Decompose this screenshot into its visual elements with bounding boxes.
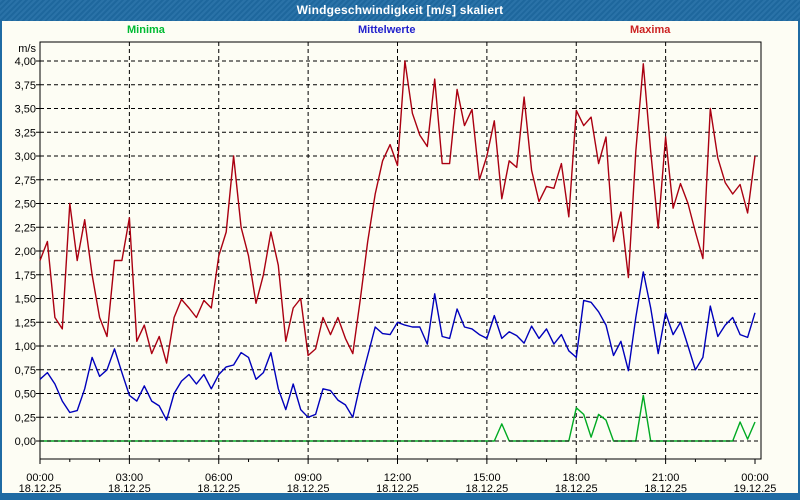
x-time-label: 15:00 bbox=[473, 472, 501, 484]
y-tick-label: 0,00 bbox=[15, 436, 36, 448]
x-time-label: 06:00 bbox=[205, 472, 233, 484]
y-tick-label: 0,50 bbox=[15, 389, 36, 401]
x-date-label: 18.12.25 bbox=[555, 483, 598, 495]
x-time-label: 21:00 bbox=[652, 472, 680, 484]
y-tick-label: 0,75 bbox=[15, 365, 36, 377]
bottom-bar bbox=[0, 493, 800, 500]
y-tick-label: 0,25 bbox=[15, 412, 36, 424]
x-time-label: 00:00 bbox=[741, 472, 769, 484]
y-tick-label: 2,25 bbox=[15, 222, 36, 234]
y-tick-label: 1,50 bbox=[15, 294, 36, 306]
y-tick-label: 4,00 bbox=[15, 56, 36, 68]
series-mittelwerte-line bbox=[39, 271, 756, 421]
y-tick-label: 1,75 bbox=[15, 270, 36, 282]
y-tick-label: 2,75 bbox=[15, 175, 36, 187]
x-date-label: 18.12.25 bbox=[287, 483, 330, 495]
y-tick-label: 3,25 bbox=[15, 127, 36, 139]
legend-maxima-label: Maxima bbox=[630, 24, 671, 36]
x-time-label: 03:00 bbox=[116, 472, 144, 484]
window-border-right bbox=[798, 21, 800, 493]
x-date-label: 18.12.25 bbox=[465, 483, 508, 495]
x-date-label: 18.12.25 bbox=[644, 483, 687, 495]
x-date-label: 18.12.25 bbox=[108, 483, 151, 495]
x-time-label: 12:00 bbox=[384, 472, 412, 484]
x-date-label: 18.12.25 bbox=[376, 483, 419, 495]
window-title: Windgeschwindigkeit [m/s] skaliert bbox=[296, 3, 504, 17]
title-bar: Windgeschwindigkeit [m/s] skaliert bbox=[0, 0, 800, 21]
y-tick-label: 1,25 bbox=[15, 317, 36, 329]
x-time-label: 18:00 bbox=[562, 472, 590, 484]
x-date-label: 18.12.25 bbox=[197, 483, 240, 495]
series-maxima-line bbox=[39, 60, 756, 364]
window-border-left bbox=[0, 21, 2, 493]
x-date-label: 19.12.25 bbox=[734, 483, 777, 495]
y-tick-label: 2,00 bbox=[15, 246, 36, 258]
x-time-label: 00:00 bbox=[26, 472, 54, 484]
y-tick-label: 1,00 bbox=[15, 341, 36, 353]
legend: Minima Mittelwerte Maxima bbox=[0, 24, 800, 38]
y-tick-label: 3,75 bbox=[15, 80, 36, 92]
x-date-label: 18.12.25 bbox=[19, 483, 62, 495]
y-tick-label: 2,50 bbox=[15, 199, 36, 211]
y-tick-label: 3,00 bbox=[15, 151, 36, 163]
y-tick-label: 3,50 bbox=[15, 104, 36, 116]
legend-mittelwerte-label: Mittelwerte bbox=[358, 24, 416, 36]
legend-minima-label: Minima bbox=[127, 24, 165, 36]
y-axis-unit-label: m/s bbox=[18, 43, 36, 55]
x-time-label: 09:00 bbox=[294, 472, 322, 484]
